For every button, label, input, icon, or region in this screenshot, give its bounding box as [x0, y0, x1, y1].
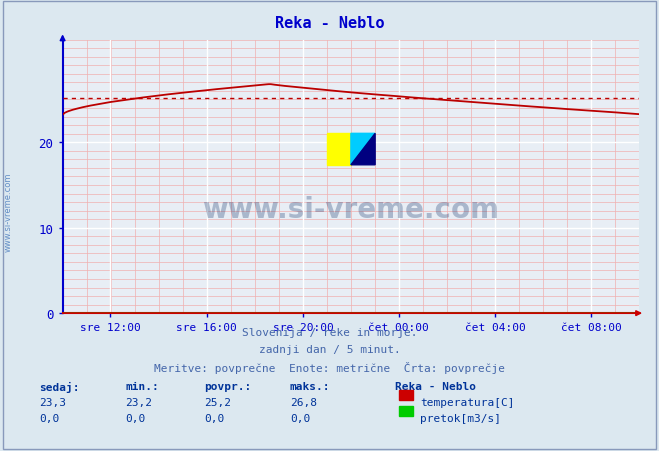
Bar — [327, 134, 351, 166]
Text: www.si-vreme.com: www.si-vreme.com — [3, 172, 13, 252]
Text: zadnji dan / 5 minut.: zadnji dan / 5 minut. — [258, 344, 401, 354]
Text: Reka - Neblo: Reka - Neblo — [395, 381, 476, 391]
Polygon shape — [351, 134, 375, 166]
Text: povpr.:: povpr.: — [204, 381, 252, 391]
Text: min.:: min.: — [125, 381, 159, 391]
Text: 26,8: 26,8 — [290, 397, 317, 407]
Text: 25,2: 25,2 — [204, 397, 231, 407]
Text: Meritve: povprečne  Enote: metrične  Črta: povprečje: Meritve: povprečne Enote: metrične Črta:… — [154, 361, 505, 373]
Text: maks.:: maks.: — [290, 381, 330, 391]
Text: sedaj:: sedaj: — [40, 381, 80, 392]
Text: 0,0: 0,0 — [125, 413, 146, 423]
Text: www.si-vreme.com: www.si-vreme.com — [202, 196, 500, 224]
Text: 0,0: 0,0 — [40, 413, 60, 423]
Polygon shape — [351, 134, 375, 166]
Text: 23,3: 23,3 — [40, 397, 67, 407]
Text: Reka - Neblo: Reka - Neblo — [275, 16, 384, 31]
Text: pretok[m3/s]: pretok[m3/s] — [420, 413, 501, 423]
Text: Slovenija / reke in morje.: Slovenija / reke in morje. — [242, 327, 417, 337]
Text: 0,0: 0,0 — [204, 413, 225, 423]
Text: 23,2: 23,2 — [125, 397, 152, 407]
Text: temperatura[C]: temperatura[C] — [420, 397, 514, 407]
Text: 0,0: 0,0 — [290, 413, 310, 423]
